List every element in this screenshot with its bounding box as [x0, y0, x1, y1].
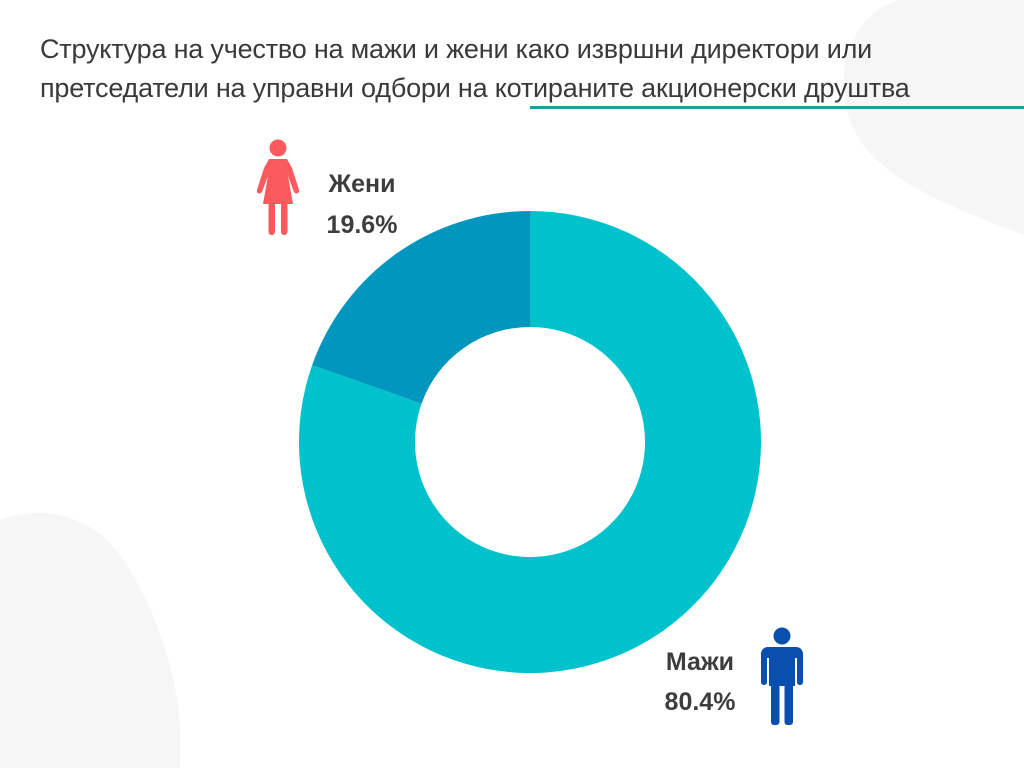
woman-icon [256, 139, 300, 235]
slice-men [299, 211, 761, 673]
man-icon [761, 627, 803, 725]
men-value: 80.4% [664, 688, 736, 716]
title-underline [530, 106, 1024, 109]
women-label: Жени [328, 170, 396, 198]
slice-women [312, 211, 530, 404]
chart-title: Структура на учество на мажи и жени како… [40, 34, 910, 103]
women-value: 19.6% [326, 211, 398, 239]
men-label: Мажи [665, 648, 735, 676]
